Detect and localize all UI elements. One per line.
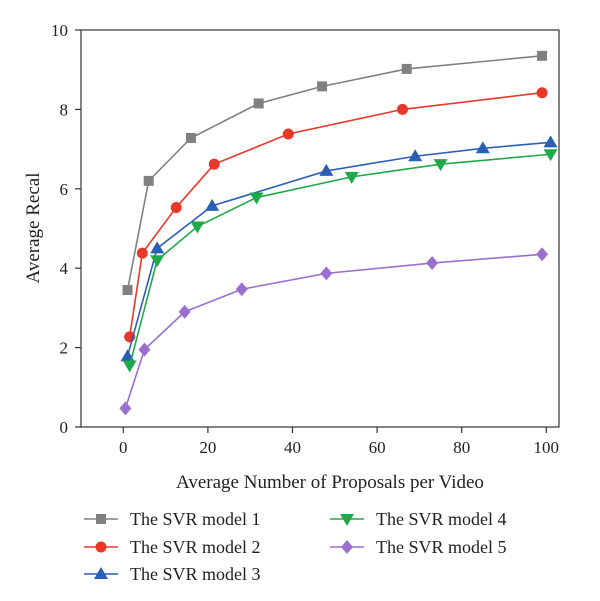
legend-marker bbox=[341, 540, 353, 554]
series-1 bbox=[122, 50, 548, 296]
legend: The SVR model 1 The SVR model 2 The SVR mo… bbox=[84, 509, 507, 584]
legend-label: The SVR model 1 bbox=[130, 509, 261, 529]
plot-frame bbox=[80, 29, 560, 428]
legend-label: The SVR model 2 bbox=[130, 537, 261, 557]
series-layer bbox=[119, 50, 558, 416]
series-3 bbox=[120, 135, 558, 362]
legend-item: The SVR model 4 bbox=[330, 509, 507, 529]
x-tick-label: 0 bbox=[119, 438, 128, 457]
data-point bbox=[319, 163, 334, 176]
data-point bbox=[344, 171, 359, 184]
x-tick-label: 80 bbox=[453, 438, 470, 457]
data-point bbox=[122, 285, 133, 296]
data-point bbox=[320, 266, 333, 281]
data-point bbox=[543, 135, 558, 148]
legend-label: The SVR model 5 bbox=[376, 537, 507, 557]
y-axis-label: Average Recal bbox=[23, 173, 44, 284]
data-point bbox=[253, 98, 264, 109]
x-tick-label: 40 bbox=[284, 438, 301, 457]
data-point bbox=[150, 241, 165, 254]
data-point bbox=[119, 401, 132, 416]
data-point bbox=[536, 87, 548, 99]
legend-item: The SVR model 5 bbox=[330, 537, 507, 557]
legend-marker bbox=[94, 567, 108, 579]
series-line bbox=[124, 253, 543, 409]
legend-marker bbox=[96, 514, 106, 524]
data-point bbox=[205, 198, 220, 211]
data-point bbox=[143, 175, 154, 186]
data-point bbox=[433, 159, 448, 172]
data-point bbox=[235, 282, 248, 297]
plot-axes: 0 20 40 60 80 100 0 2 4 6 8 10 bbox=[51, 21, 560, 457]
data-point bbox=[170, 201, 182, 213]
data-point bbox=[136, 247, 148, 259]
legend-item: The SVR model 2 bbox=[84, 537, 261, 557]
data-point bbox=[185, 132, 196, 143]
series-5 bbox=[119, 247, 549, 416]
x-tick-label: 100 bbox=[534, 438, 560, 457]
series-line bbox=[128, 153, 551, 366]
series-4 bbox=[122, 149, 558, 373]
legend-marker bbox=[340, 514, 354, 526]
x-tick-label: 20 bbox=[199, 438, 216, 457]
data-point bbox=[317, 81, 328, 92]
data-point bbox=[190, 221, 205, 234]
data-point bbox=[138, 342, 151, 357]
y-tick-label: 8 bbox=[60, 100, 69, 119]
data-point bbox=[426, 256, 439, 271]
data-point bbox=[475, 141, 490, 154]
legend-item: The SVR model 1 bbox=[84, 509, 261, 529]
series-line bbox=[126, 141, 551, 357]
x-axis-label: Average Number of Proposals per Video bbox=[176, 472, 484, 493]
data-point bbox=[543, 149, 558, 162]
y-tick-label: 10 bbox=[51, 21, 68, 40]
y-tick-label: 0 bbox=[60, 418, 69, 437]
data-point bbox=[401, 63, 412, 74]
legend-marker bbox=[95, 541, 107, 553]
data-point bbox=[396, 103, 408, 115]
data-point bbox=[282, 128, 294, 140]
y-tick-label: 6 bbox=[60, 180, 69, 199]
x-tick-label: 60 bbox=[369, 438, 386, 457]
data-point bbox=[536, 247, 549, 262]
data-point bbox=[537, 50, 548, 61]
series-line bbox=[128, 91, 543, 338]
data-point bbox=[249, 192, 264, 205]
data-point bbox=[178, 304, 191, 319]
data-point bbox=[122, 360, 137, 373]
legend-label: The SVR model 3 bbox=[130, 564, 261, 584]
legend-item: The SVR model 3 bbox=[84, 564, 261, 584]
y-tick-label: 2 bbox=[60, 339, 69, 358]
data-point bbox=[408, 149, 423, 162]
series-line bbox=[126, 55, 543, 291]
legend-label: The SVR model 4 bbox=[376, 509, 507, 529]
y-tick-label: 4 bbox=[60, 259, 69, 278]
series-2 bbox=[124, 87, 548, 343]
data-point bbox=[150, 255, 165, 268]
data-point bbox=[208, 158, 220, 170]
